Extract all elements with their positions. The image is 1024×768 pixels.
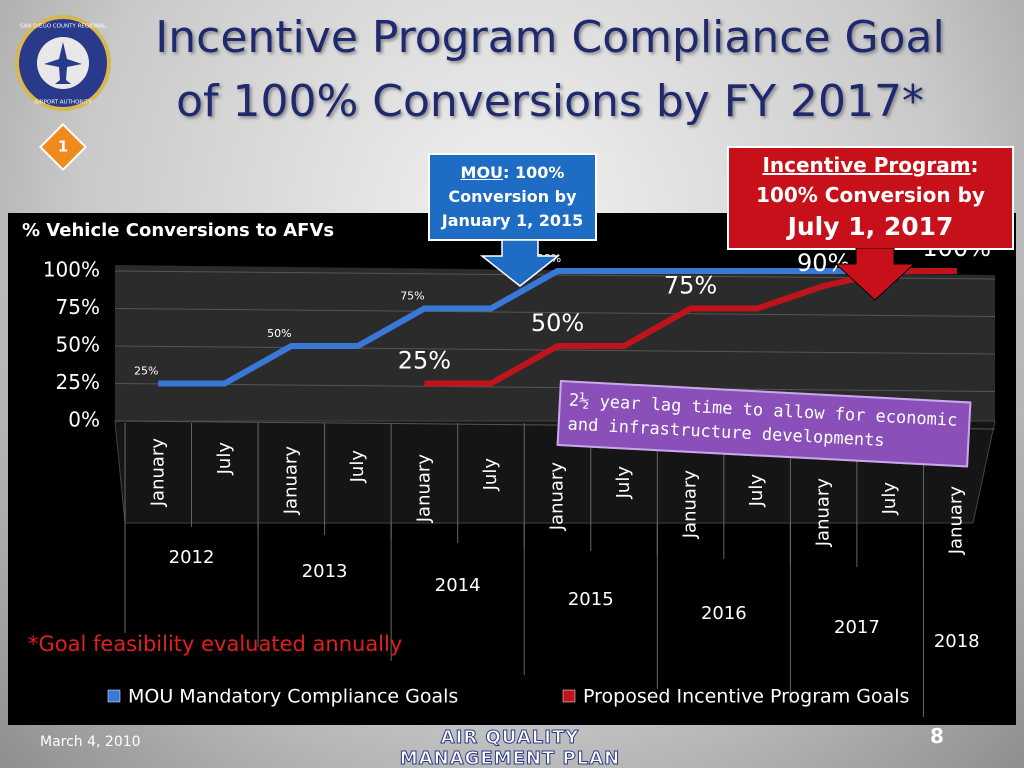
callout-term: MOU	[460, 163, 504, 182]
legend-label: MOU Mandatory Compliance Goals	[128, 686, 458, 708]
callout-term: Incentive Program	[762, 153, 971, 177]
x-tick-label: July	[879, 482, 900, 516]
logo-text: AIRPORT AUTHORITY	[34, 100, 92, 106]
data-label: 25%	[134, 365, 158, 378]
logo: SAN DIEGO COUNTY REGIONAL AIRPORT AUTHOR…	[15, 15, 111, 111]
data-label: 75%	[400, 290, 424, 303]
logo-text: SAN DIEGO COUNTY REGIONAL	[20, 24, 107, 30]
y-tick-label: 25%	[56, 370, 100, 394]
footer: AIR QUALITY MANAGEMENT PLAN	[399, 727, 621, 768]
callout-line: 100% Conversion by	[756, 183, 985, 207]
incentive-arrow	[834, 248, 916, 301]
arrow	[834, 248, 916, 301]
series-line	[158, 268, 957, 387]
logo-plane	[44, 42, 82, 84]
x-tick-label: July	[214, 442, 235, 476]
x-tick-label: January	[280, 446, 301, 516]
legend-swatch	[107, 689, 121, 703]
y-tick-label: 0%	[68, 408, 100, 432]
y-tick-label: 50%	[56, 333, 100, 357]
incentive-callout: Incentive Program: 100% Conversion by Ju…	[727, 146, 1014, 250]
data-label: 75%	[664, 272, 717, 300]
callout-line: July 1, 2017	[787, 212, 954, 241]
x-tick-label: January	[413, 454, 434, 524]
data-label: 25%	[398, 347, 451, 375]
x-tick-label: July	[480, 458, 501, 492]
mou-callout: MOU: 100% Conversion by January 1, 2015	[428, 153, 597, 241]
badge-diamond	[38, 122, 88, 172]
x-tick-label: January	[813, 478, 834, 548]
date: March 4, 2010	[40, 734, 141, 750]
legend-swatch	[562, 689, 576, 703]
title-line: of 100% Conversions by FY 2017*	[176, 76, 924, 127]
year-label: 2018	[934, 631, 980, 652]
grid-line	[114, 383, 996, 392]
x-tick-label: January	[147, 438, 168, 508]
x-tick-label: July	[347, 450, 368, 484]
y-tick-label: 100%	[43, 258, 100, 282]
year-label: 2014	[435, 575, 481, 596]
x-tick-label: July	[746, 474, 767, 508]
data-label: 50%	[267, 327, 291, 340]
y-tick-label: 75%	[56, 295, 100, 319]
footnote: *Goal feasibility evaluated annually	[28, 632, 403, 656]
year-label: 2017	[834, 617, 880, 638]
arrow	[479, 240, 561, 287]
x-tick-label: January	[547, 462, 568, 532]
x-tick-label: January	[946, 486, 967, 556]
year-label: 2012	[169, 547, 215, 568]
x-tick-label: January	[680, 470, 701, 540]
x-tick-label: July	[613, 466, 634, 500]
title-line: Incentive Program Compliance Goal	[155, 12, 945, 63]
data-label: 90%	[797, 249, 850, 277]
mou-arrow	[479, 240, 561, 287]
legend-label: Proposed Incentive Program Goals	[583, 686, 909, 708]
year-label: 2016	[701, 603, 747, 624]
badge: 1	[38, 122, 88, 172]
callout-text: :	[970, 153, 979, 177]
callout-text: : 100% Conversion by January 1, 2015	[441, 163, 584, 230]
callout-line: Incentive Program:	[729, 150, 1012, 180]
badge-number: 1	[58, 138, 68, 156]
year-label: 2015	[568, 589, 614, 610]
year-label: 2013	[302, 561, 348, 582]
page-number: 8	[930, 724, 944, 748]
data-label: 50%	[531, 309, 584, 337]
y-axis-title: % Vehicle Conversions to AFVs	[22, 220, 334, 241]
grid-line	[114, 308, 996, 317]
